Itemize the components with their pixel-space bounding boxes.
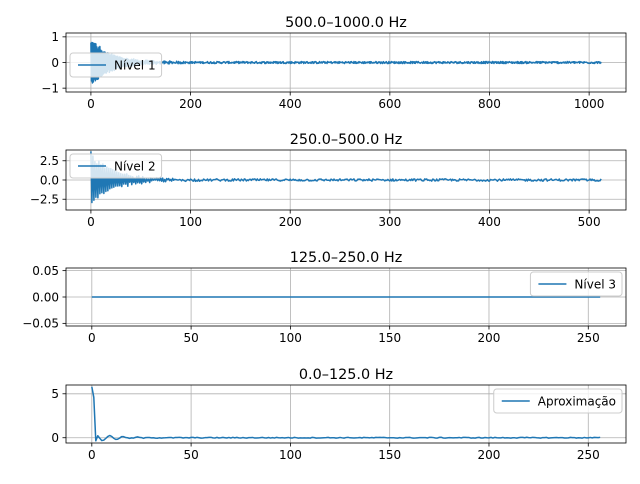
x-tick-label: 200 xyxy=(478,448,501,462)
x-tick-label: 150 xyxy=(378,331,401,345)
x-tick-label: 0 xyxy=(88,331,96,345)
x-tick-label: 250 xyxy=(577,331,600,345)
subplot-1: 0 200 400 600 800 1000 −1 0 1 500.0–1000.0 Hz Níve… xyxy=(41,15,627,111)
y-tick-label: 0 xyxy=(51,431,59,445)
subplot-4: 0 50 100 150 200 250 0 5 0.0–125.0 Hz Aproximação xyxy=(51,367,627,462)
series-line xyxy=(91,386,601,442)
x-tick-label: 200 xyxy=(279,215,302,229)
y-tick-label: −1 xyxy=(41,81,59,95)
legend-label: Nível 2 xyxy=(114,159,156,173)
x-tick-label: 50 xyxy=(183,448,198,462)
legend-box xyxy=(493,388,623,414)
legend-box xyxy=(69,153,163,179)
y-tick-label: 2.5 xyxy=(40,154,59,168)
y-tick-label: 5 xyxy=(51,387,59,401)
x-tick-label: 100 xyxy=(279,448,302,462)
legend: Aproximação xyxy=(493,388,623,414)
subplot-title: 0.0–125.0 Hz xyxy=(299,367,393,383)
x-tick-label: 50 xyxy=(183,331,198,345)
series-line xyxy=(90,151,602,204)
x-tick-label: 300 xyxy=(378,215,401,229)
legend-label: Aproximação xyxy=(538,394,616,408)
x-tick-label: 400 xyxy=(279,97,302,111)
y-tick-label: −0.05 xyxy=(22,317,59,331)
x-tick-label: 800 xyxy=(478,97,501,111)
series-line xyxy=(90,41,602,84)
y-tick-label: 0.05 xyxy=(32,264,59,278)
legend-label: Nível 1 xyxy=(114,58,156,72)
subplot-title: 500.0–1000.0 Hz xyxy=(285,15,407,31)
subplot-3: 0 50 100 150 200 250 −0.05 0.00 0.05 125.0–250.0 … xyxy=(22,250,627,345)
y-tick-label: 0.00 xyxy=(32,290,59,304)
axes-frame xyxy=(65,384,627,444)
subplot-2: 0 100 200 300 400 500 −2.5 0.0 2.5 250.0–500.0 Hz… xyxy=(30,132,627,229)
legend-label: Nível 3 xyxy=(574,277,616,291)
legend-box xyxy=(69,52,163,78)
x-tick-label: 200 xyxy=(179,97,202,111)
x-tick-label: 150 xyxy=(378,448,401,462)
legend: Nível 1 xyxy=(69,52,163,78)
legend: Nível 2 xyxy=(69,153,163,179)
subplot-title: 250.0–500.0 Hz xyxy=(290,132,403,148)
y-tick-label: 0 xyxy=(51,56,59,70)
x-tick-label: 0 xyxy=(87,215,95,229)
x-tick-label: 200 xyxy=(478,331,501,345)
x-tick-label: 0 xyxy=(87,97,95,111)
legend-box xyxy=(529,271,623,297)
x-tick-label: 600 xyxy=(378,97,401,111)
x-tick-label: 400 xyxy=(478,215,501,229)
x-tick-label: 500 xyxy=(578,215,601,229)
x-tick-label: 100 xyxy=(279,331,302,345)
subplot-title: 125.0–250.0 Hz xyxy=(290,250,403,266)
legend: Nível 3 xyxy=(529,271,623,297)
y-tick-label: −2.5 xyxy=(30,193,59,207)
x-tick-label: 0 xyxy=(88,448,96,462)
x-tick-label: 250 xyxy=(577,448,600,462)
x-tick-label: 100 xyxy=(179,215,202,229)
y-tick-label: 0.0 xyxy=(40,173,59,187)
x-tick-label: 1000 xyxy=(574,97,605,111)
y-tick-label: 1 xyxy=(51,30,59,44)
